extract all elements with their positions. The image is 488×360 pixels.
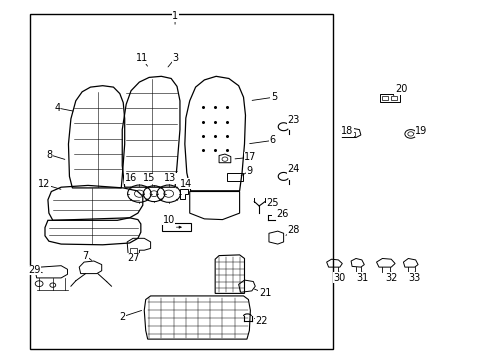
Text: 23: 23 [286,114,299,125]
Bar [344,132,354,136]
Text: 28: 28 [286,225,299,235]
Text: 12: 12 [38,179,50,189]
Text: 24: 24 [286,164,299,174]
Text: 30: 30 [333,273,346,283]
Text: 4: 4 [55,103,61,113]
Text: 15: 15 [142,173,155,183]
Text: 31: 31 [356,273,368,283]
Text: 10: 10 [162,215,175,225]
Text: 2: 2 [119,312,125,322]
Text: 20: 20 [394,84,407,94]
Bar [162,223,190,231]
Text: 11: 11 [135,53,148,63]
Bar [390,96,396,100]
Bar [380,94,399,102]
Bar [30,14,332,349]
Text: 22: 22 [255,316,267,326]
Text: 3: 3 [172,53,178,63]
Text: 18: 18 [340,126,353,136]
Text: 9: 9 [246,166,252,176]
Text: 33: 33 [407,273,420,283]
Text: 25: 25 [266,198,279,208]
Text: 16: 16 [124,173,137,183]
Text: 21: 21 [258,288,271,298]
Text: 27: 27 [126,253,139,264]
Text: 17: 17 [244,152,256,162]
Text: 29: 29 [28,265,41,275]
Text: 1: 1 [172,11,178,21]
Bar [227,173,243,181]
Text: 13: 13 [163,173,176,183]
Bar [129,248,137,253]
Text: 32: 32 [384,273,397,283]
Bar [382,96,387,100]
Text: 14: 14 [179,179,192,189]
Text: 6: 6 [269,135,275,145]
Text: 8: 8 [47,150,53,160]
Text: 26: 26 [276,209,288,219]
Text: 5: 5 [270,92,276,102]
Text: 7: 7 [82,251,88,261]
Text: 19: 19 [414,126,427,136]
